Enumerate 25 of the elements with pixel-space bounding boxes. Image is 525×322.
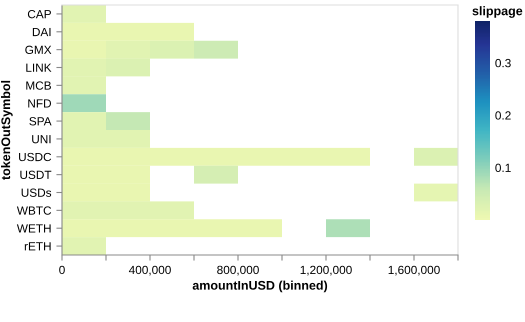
y-tick-label: WBTC (16, 206, 52, 215)
y-tick-label: rETH (24, 242, 51, 250)
y-tick-label: USDs (22, 188, 52, 197)
y-tick-label: WETH (16, 224, 51, 232)
y-tick-label: DAI (32, 28, 50, 36)
y-tick-label: NFD (28, 99, 52, 108)
x-tick-label: 400,000 (128, 266, 171, 276)
y-tick-label: SPA (29, 117, 52, 126)
y-tick-label: CAP (28, 10, 51, 18)
color-bar-title: slippage (472, 6, 522, 18)
x-tick-label: 800,000 (217, 266, 259, 276)
color-bar-label: 0.1 (495, 164, 511, 172)
x-tick-label: 1,600,000 (388, 266, 440, 276)
y-tick-label: GMX (25, 46, 52, 54)
y-axis-title: tokenOutSymbol (1, 80, 13, 180)
y-tick-label: MCB (26, 81, 51, 90)
x-tick-label: 0 (59, 266, 65, 274)
color-bar-label: 0.3 (495, 58, 511, 68)
y-tick-label: USDT (20, 170, 52, 180)
y-tick-label: UNI (32, 135, 50, 144)
x-tick-label: 1,200,000 (300, 266, 352, 276)
color-bar-label: 0.2 (495, 111, 511, 120)
y-tick-label: LINK (26, 64, 52, 72)
y-tick-label: USDC (19, 152, 52, 162)
x-axis-title: amountInUSD (binned) (192, 280, 328, 292)
